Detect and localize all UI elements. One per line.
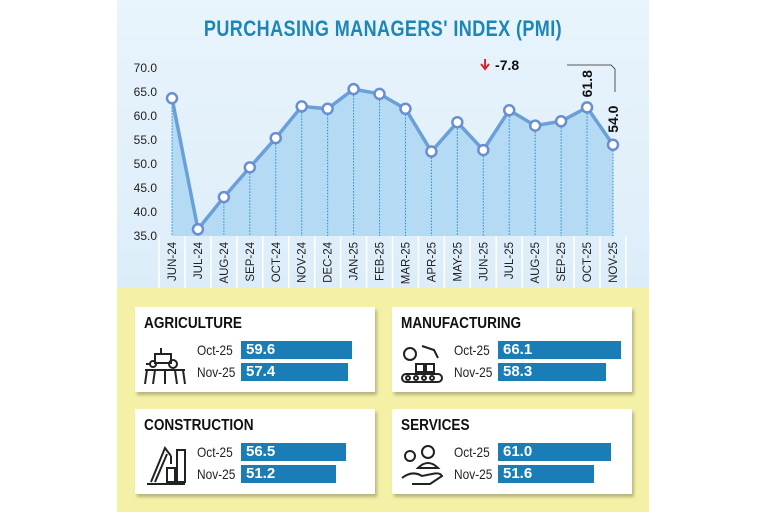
down-arrow-icon bbox=[480, 59, 490, 71]
area-fill bbox=[172, 89, 613, 237]
value-bar: 51.2 bbox=[241, 464, 337, 483]
period-label: Oct-25 bbox=[197, 443, 233, 460]
y-tick-label: 55.0 bbox=[134, 133, 158, 147]
data-point bbox=[477, 143, 490, 157]
value-bar: 61.0 bbox=[498, 442, 612, 461]
data-point bbox=[191, 223, 205, 236]
service-hand-icon bbox=[401, 445, 444, 485]
sector-row: Nov-25 57.4 bbox=[197, 362, 348, 381]
value-bar: 51.6 bbox=[498, 464, 594, 483]
value-bar: 59.6 bbox=[241, 340, 352, 359]
y-tick-label: 50.0 bbox=[134, 157, 158, 171]
data-point bbox=[321, 102, 334, 116]
tractor-field-icon bbox=[144, 348, 186, 384]
period-label: Oct-25 bbox=[454, 341, 490, 358]
sector-panel-services: SERVICES Oct-25 61.0 Nov-25 51.6 bbox=[392, 409, 632, 494]
change-annotation: -7.8 bbox=[495, 57, 519, 73]
y-tick-label: 65.0 bbox=[134, 85, 158, 99]
data-label-nov-25: 54.0 bbox=[605, 105, 621, 132]
robot-arm-conveyor-icon bbox=[401, 345, 443, 383]
data-point bbox=[295, 100, 308, 113]
data-point bbox=[606, 138, 620, 152]
data-point bbox=[554, 115, 568, 128]
period-label: Oct-25 bbox=[197, 341, 233, 358]
period-label: Nov-25 bbox=[454, 363, 493, 380]
x-tick-label: SEP-24 bbox=[245, 241, 257, 281]
pmi-chart: 35.0 40.0 45.0 50.0 55.0 60.0 65.0 70.0 JUN-24 JU… bbox=[134, 57, 627, 288]
data-point bbox=[399, 102, 412, 116]
data-point bbox=[528, 119, 542, 132]
x-tick-label: APR-25 bbox=[426, 242, 438, 282]
y-tick-label: 60.0 bbox=[134, 109, 158, 123]
data-point bbox=[165, 91, 179, 105]
period-label: Nov-25 bbox=[197, 465, 236, 482]
y-tick-label: 70.0 bbox=[134, 61, 158, 75]
x-tick-label: DEC-24 bbox=[323, 241, 335, 283]
period-label: Nov-25 bbox=[197, 363, 236, 380]
sector-row: Nov-25 51.6 bbox=[454, 464, 594, 483]
x-tick-label: NOV-24 bbox=[297, 241, 309, 283]
x-tick-label: FEB-25 bbox=[375, 242, 387, 281]
x-tick-label: MAY-25 bbox=[452, 242, 464, 282]
sector-row: Oct-25 56.5 bbox=[197, 442, 347, 461]
x-tick-label: JAN-25 bbox=[349, 242, 361, 280]
y-tick-label: 45.0 bbox=[134, 181, 158, 195]
value-bar: 66.1 bbox=[498, 340, 621, 359]
sector-row: Nov-25 51.2 bbox=[197, 464, 337, 483]
data-point bbox=[217, 190, 231, 204]
x-tick-label: JUN-24 bbox=[167, 241, 179, 281]
x-tick-label: MAR-25 bbox=[400, 242, 412, 284]
y-tick-label: 35.0 bbox=[134, 229, 158, 243]
data-point bbox=[502, 103, 516, 117]
chart-title: PURCHASING MANAGERS' INDEX (PMI) bbox=[203, 16, 563, 41]
data-point bbox=[373, 87, 386, 101]
x-tick-label: JUN-25 bbox=[478, 242, 490, 281]
sector-row: Oct-25 61.0 bbox=[454, 442, 612, 461]
x-tick-label: SEP-25 bbox=[556, 242, 568, 282]
y-tick-label: 40.0 bbox=[134, 205, 158, 219]
period-label: Oct-25 bbox=[454, 443, 490, 460]
sector-row: Oct-25 66.1 bbox=[454, 340, 621, 359]
value-bar: 56.5 bbox=[241, 442, 347, 461]
x-tick-label: AUG-24 bbox=[219, 241, 231, 283]
sector-title: MANUFACTURING bbox=[401, 315, 522, 332]
data-point bbox=[347, 82, 360, 96]
sector-row: Oct-25 59.6 bbox=[197, 340, 352, 359]
sector-row: Nov-25 58.3 bbox=[454, 362, 607, 381]
annotation-connector bbox=[567, 64, 616, 92]
data-label-oct-25: 61.8 bbox=[579, 70, 595, 97]
sector-title: SERVICES bbox=[401, 417, 470, 434]
value-bar: 57.4 bbox=[241, 362, 348, 381]
period-label: Nov-25 bbox=[454, 465, 493, 482]
data-point bbox=[451, 115, 464, 129]
x-tick-label: JUL-25 bbox=[504, 242, 516, 279]
sector-panel-manufacturing: MANUFACTURING Oct-25 66.1 Nov-25 58.3 bbox=[392, 307, 632, 392]
x-tick-label: OCT-24 bbox=[271, 241, 283, 282]
data-point bbox=[243, 161, 257, 174]
x-tick-label: AUG-25 bbox=[530, 242, 542, 284]
infographic-card: PURCHASING MANAGERS' INDEX (PMI) 35.0 40.… bbox=[117, 0, 649, 512]
sector-title: CONSTRUCTION bbox=[144, 417, 254, 434]
sector-panel-construction: CONSTRUCTION Oct-25 56.5 Nov-25 51.2 bbox=[135, 409, 375, 494]
data-point bbox=[269, 131, 283, 145]
data-point bbox=[580, 101, 594, 114]
sector-panel-agriculture: AGRICULTURE Oct-25 59.6 Nov-25 57.4 bbox=[135, 307, 375, 392]
x-tick-label: OCT-25 bbox=[582, 242, 594, 282]
x-tick-label: JUL-24 bbox=[193, 241, 205, 279]
sector-title: AGRICULTURE bbox=[144, 315, 242, 332]
crane-building-icon bbox=[147, 445, 186, 485]
value-bar: 58.3 bbox=[498, 362, 607, 381]
data-point bbox=[425, 145, 438, 158]
x-tick-label: NOV-25 bbox=[608, 242, 620, 283]
